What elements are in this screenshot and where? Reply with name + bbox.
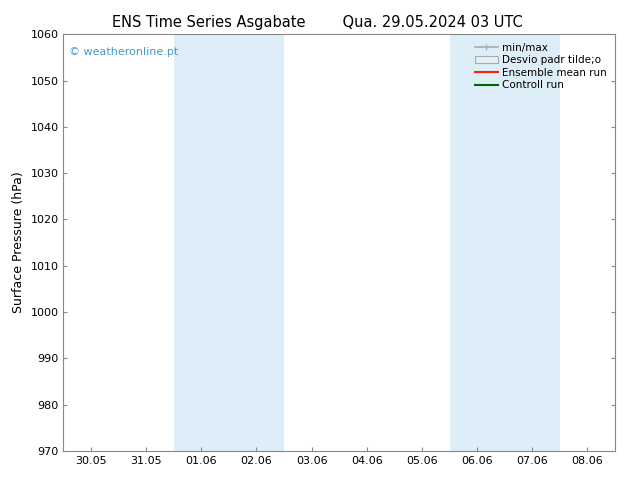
Text: © weatheronline.pt: © weatheronline.pt xyxy=(69,47,178,57)
Bar xyxy=(450,34,560,451)
Legend: min/max, Desvio padr tilde;o, Ensemble mean run, Controll run: min/max, Desvio padr tilde;o, Ensemble m… xyxy=(472,40,610,94)
Bar xyxy=(174,34,284,451)
Y-axis label: Surface Pressure (hPa): Surface Pressure (hPa) xyxy=(12,172,25,314)
Text: ENS Time Series Asgabate        Qua. 29.05.2024 03 UTC: ENS Time Series Asgabate Qua. 29.05.2024… xyxy=(112,15,522,30)
